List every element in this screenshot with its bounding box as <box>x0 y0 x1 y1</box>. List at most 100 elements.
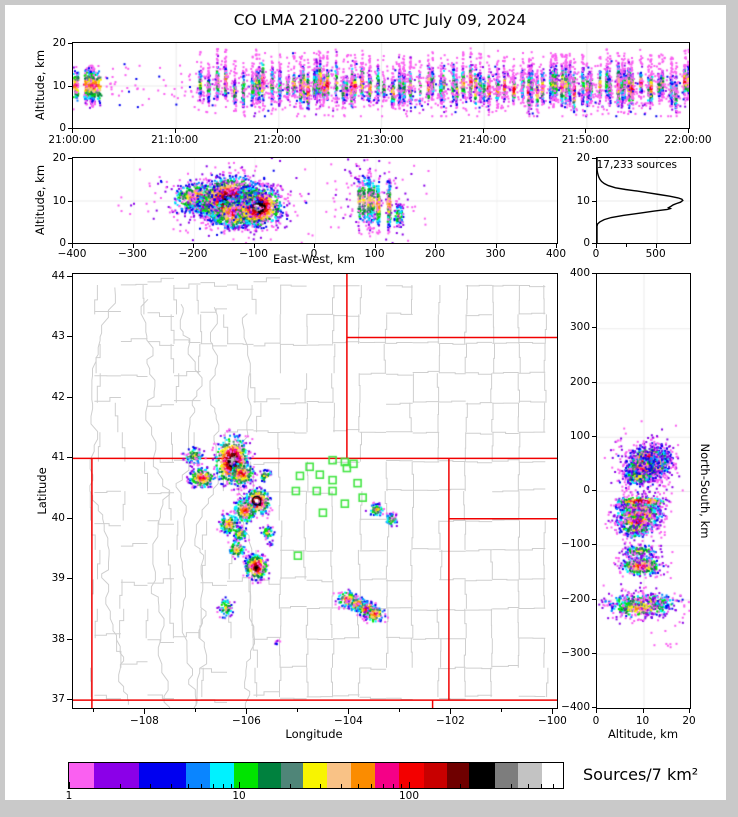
axis-tick <box>253 244 255 248</box>
colorbar-segment <box>542 763 563 788</box>
tick-label: −104 <box>334 715 363 727</box>
colorbar-segment <box>234 763 258 788</box>
axis-tick <box>450 709 452 714</box>
axis-tick <box>592 158 596 159</box>
axis-tick <box>132 244 134 248</box>
axis-tick <box>67 457 72 459</box>
axis-tick <box>490 784 492 788</box>
axis-tick <box>72 244 73 248</box>
colorbar-segment <box>351 763 375 788</box>
tick-label: −300 <box>561 646 590 659</box>
axis-tick <box>239 782 240 788</box>
tick-label: 100 <box>364 248 385 260</box>
ew-panel-x-axis-label: East-West, km <box>273 252 355 266</box>
colorbar-segment <box>94 763 139 788</box>
tick-label: 20 <box>52 152 66 164</box>
axis-tick <box>592 435 596 437</box>
tick-label: 37 <box>51 693 65 706</box>
altitude-histogram-panel <box>596 157 691 244</box>
axis-tick <box>592 544 596 546</box>
axis-tick <box>380 129 381 133</box>
tick-label: 20 <box>576 152 590 164</box>
colorbar-segment <box>327 763 351 788</box>
axis-tick <box>382 784 384 788</box>
axis-tick <box>231 784 233 788</box>
tick-label: 0 <box>583 237 590 249</box>
axis-tick <box>357 784 359 788</box>
axis-tick <box>625 244 627 247</box>
axis-tick <box>527 784 529 788</box>
axis-tick <box>68 243 72 244</box>
axis-tick <box>314 244 315 248</box>
axis-tick <box>409 782 410 788</box>
tick-label: −100 <box>239 248 268 260</box>
tick-label: 0 <box>59 122 66 134</box>
tick-label: −400 <box>561 701 590 713</box>
axis-tick <box>655 244 657 248</box>
axis-tick <box>67 699 72 701</box>
axis-tick <box>67 276 72 278</box>
axis-tick <box>482 129 484 133</box>
axis-tick <box>201 784 203 788</box>
axis-tick <box>552 784 554 788</box>
tick-label: 100 <box>569 429 590 442</box>
colorbar-segment <box>447 763 469 788</box>
tick-label: 200 <box>569 375 590 388</box>
colorbar-segment <box>495 763 518 788</box>
axis-tick <box>171 784 173 788</box>
axis-tick <box>68 128 72 129</box>
tick-label: −100 <box>561 538 590 551</box>
axis-tick <box>556 244 557 248</box>
axis-tick <box>222 784 224 788</box>
axis-tick <box>144 709 146 714</box>
tick-label: 0 <box>310 248 318 260</box>
axis-tick <box>297 709 299 712</box>
colorbar-segment <box>375 763 399 788</box>
tick-label: −300 <box>118 248 147 260</box>
axis-tick <box>585 129 587 133</box>
axis-tick <box>320 784 322 788</box>
axis-tick <box>212 784 214 788</box>
axis-tick <box>348 709 350 714</box>
axis-tick <box>642 709 644 713</box>
axis-tick <box>174 129 176 133</box>
tick-label: 20 <box>52 37 66 49</box>
axis-tick <box>435 244 436 248</box>
tick-label: 21:10:00 <box>151 134 199 146</box>
axis-tick <box>68 158 72 159</box>
axis-tick <box>120 784 122 788</box>
tick-label: 10 <box>52 194 66 207</box>
axis-tick <box>592 327 596 329</box>
axis-tick <box>93 709 95 712</box>
tick-label: 200 <box>424 248 446 260</box>
tick-label: 21:50:00 <box>561 134 609 146</box>
plan-view-map-panel <box>72 273 558 709</box>
axis-tick <box>195 709 197 712</box>
tick-label: 100 <box>398 790 420 802</box>
axis-tick <box>401 784 403 788</box>
colorbar-segment <box>424 763 447 788</box>
axis-tick <box>592 200 596 202</box>
axis-tick <box>341 784 343 788</box>
northsouth-altitude-scatter-canvas <box>597 274 690 708</box>
axis-tick <box>277 129 279 133</box>
tick-label: 38 <box>51 632 65 645</box>
source-count-annotation: 17,233 sources <box>596 159 677 171</box>
axis-tick <box>72 129 73 133</box>
map-scatter-canvas <box>73 274 557 708</box>
axis-tick <box>246 709 248 714</box>
colorbar-segment <box>210 763 234 788</box>
axis-tick <box>501 709 503 712</box>
tick-label: 400 <box>569 267 590 279</box>
map-x-axis-label: Longitude <box>285 727 343 741</box>
tick-label: 20 <box>682 715 696 727</box>
axis-tick <box>290 784 292 788</box>
altitude-histogram-curve <box>597 158 690 243</box>
axis-tick <box>689 709 690 713</box>
altitude-eastwest-scatter-canvas <box>73 158 557 243</box>
colorbar-label: Sources/7 km² <box>583 765 699 784</box>
colorbar-segment <box>258 763 281 788</box>
colorbar-segment <box>399 763 424 788</box>
tick-label: −400 <box>57 248 87 260</box>
